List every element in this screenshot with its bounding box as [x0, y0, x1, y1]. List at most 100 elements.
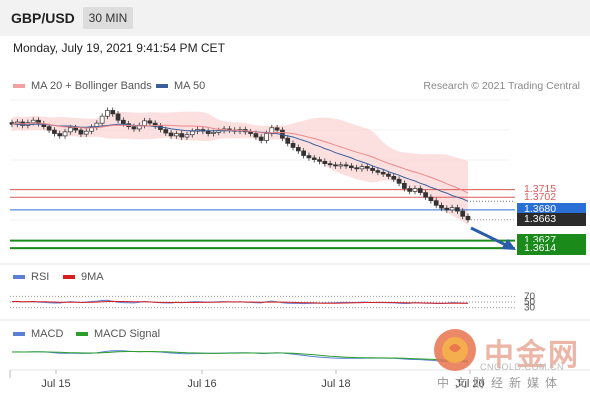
watermark-url: CNGOLD.COM.CN [480, 362, 565, 372]
candle [168, 130, 174, 139]
x-tick-label: Jul 15 [41, 378, 70, 390]
candle [62, 128, 68, 139]
level-tag: 1.3715 [524, 183, 557, 196]
candle [428, 194, 434, 204]
candle [152, 120, 158, 129]
candle-body [428, 196, 434, 202]
candle-body [189, 130, 195, 136]
ma20-swatch [13, 84, 25, 88]
chart-header: GBP/USD 30 MIN [0, 0, 590, 36]
candle [322, 158, 328, 167]
macd-signal-line [12, 350, 469, 362]
legend-rsi: RSI [13, 271, 49, 283]
candle-body [46, 126, 52, 131]
candle-body [52, 129, 57, 134]
candle [285, 135, 291, 147]
candle [179, 130, 185, 140]
candle [110, 107, 116, 117]
candle-body [417, 188, 423, 193]
candle [359, 163, 365, 172]
candle-body [73, 127, 78, 131]
candle-body [338, 164, 344, 167]
candle [455, 204, 460, 214]
candle-body [455, 207, 460, 212]
candle-body [67, 127, 73, 133]
candle-body [327, 163, 333, 166]
copyright-text: Research © 2021 Trading Central [423, 80, 580, 92]
candle-body [444, 207, 450, 211]
candle-body [311, 157, 317, 160]
candle [338, 161, 344, 169]
projection-arrowhead-icon [501, 239, 516, 250]
candle [269, 124, 275, 137]
candle [115, 110, 121, 124]
candle [311, 154, 317, 163]
legend-macd: MACD [13, 328, 63, 340]
candle-body [295, 147, 301, 152]
rsi-tick-label: 50 [524, 297, 536, 308]
candle-body [269, 127, 275, 134]
candle-body [380, 171, 386, 175]
bollinger-band [12, 111, 468, 225]
candle-body [449, 207, 455, 211]
candle-body [343, 164, 349, 167]
candle [290, 140, 296, 151]
candle-body [57, 133, 63, 137]
candle-body [89, 126, 94, 132]
rsi-swatch [13, 275, 25, 279]
candle [78, 127, 84, 138]
level-tag: 1.3680 [517, 203, 586, 217]
candle [36, 117, 41, 127]
candle-body [407, 188, 413, 192]
x-tick-label: Jul 18 [321, 378, 350, 390]
candle-body [433, 200, 439, 206]
candle [402, 180, 407, 192]
legend-ma20: MA 20 + Bollinger Bands [13, 80, 152, 92]
ma20-line [11, 122, 469, 194]
candle [184, 131, 190, 140]
candle [391, 173, 397, 183]
ma50-label: MA 50 [174, 80, 206, 92]
macd-pane [11, 350, 469, 363]
watermark-tagline: 中文财经新媒体 [437, 376, 564, 390]
watermark-coin-icon [434, 329, 476, 371]
candle [465, 213, 471, 223]
candle [439, 202, 444, 212]
candle [370, 165, 375, 174]
candle-body [375, 170, 381, 173]
candle [423, 189, 428, 201]
ma9-label: 9MA [81, 271, 104, 283]
candle-body [152, 122, 158, 127]
candle-body [386, 173, 391, 177]
candle-body [62, 131, 68, 137]
candle [248, 128, 253, 137]
candle [460, 208, 466, 220]
candle-body [99, 115, 105, 124]
candle [433, 197, 439, 209]
projection-arrow [470, 226, 511, 249]
level-tag: 1.3702 [524, 190, 557, 203]
level-tag: 1.3614 [517, 241, 586, 255]
candle [189, 128, 195, 138]
candle-body [142, 120, 147, 126]
ma9-swatch [63, 275, 75, 279]
candle-body [306, 155, 312, 159]
macd-signal-swatch [76, 332, 88, 336]
ma50-swatch [156, 84, 168, 88]
candle [412, 185, 418, 195]
rsi-ma-line [11, 300, 468, 304]
candle-body [391, 176, 397, 180]
watermark-name: 中金网 [484, 338, 580, 373]
candle [317, 156, 322, 165]
timeframe-badge[interactable]: 30 MIN [83, 7, 133, 29]
candle [348, 163, 354, 171]
candle [343, 161, 349, 169]
candle-body [285, 137, 291, 144]
candle-body [301, 150, 306, 156]
symbol-label: GBP/USD [11, 10, 75, 26]
level-tag: 1.3663 [517, 213, 586, 227]
candle [333, 161, 338, 169]
timestamp: Monday, July 19, 2021 9:41:54 PM CET [13, 41, 225, 55]
candle [417, 185, 423, 196]
